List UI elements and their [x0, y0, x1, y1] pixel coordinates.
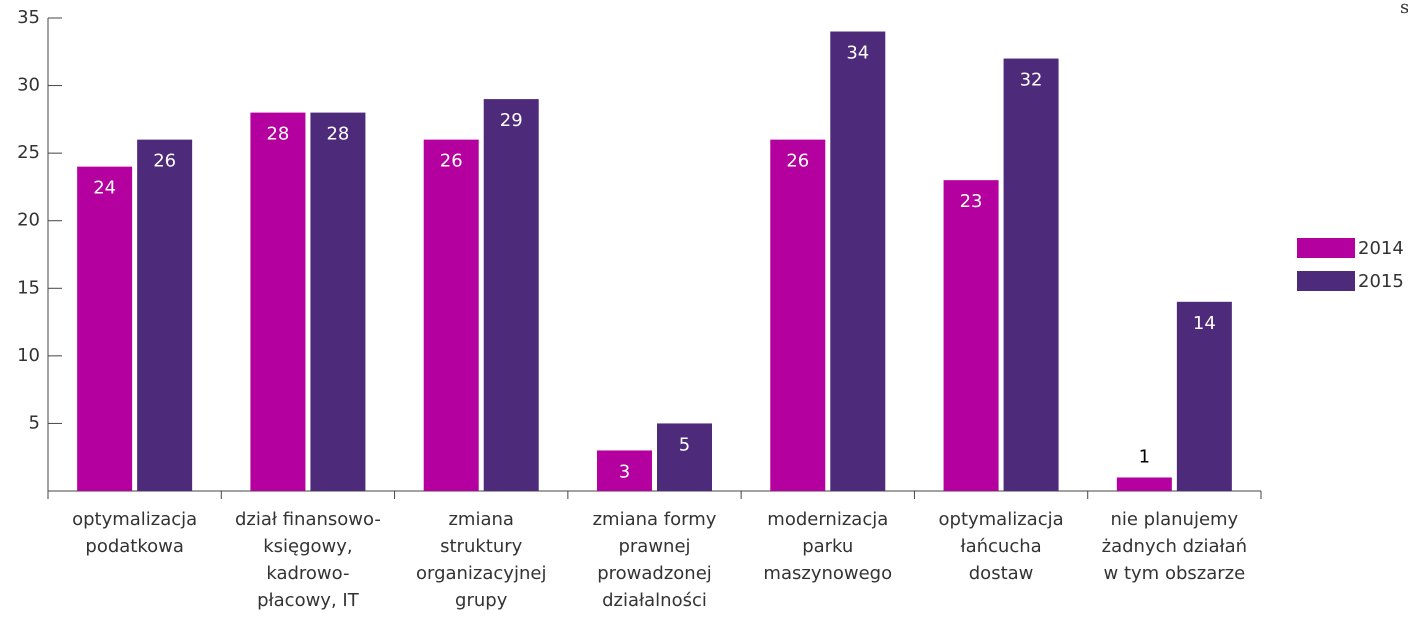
bar [1176, 301, 1232, 491]
bar [137, 139, 193, 491]
x-tick-label: podatkowa [85, 536, 184, 557]
x-tick-label: księgowy, [263, 536, 352, 557]
legend-label: 2015 [1358, 271, 1404, 292]
bar [657, 423, 712, 491]
x-tick-label: zmiana formy [593, 509, 717, 530]
legend-label: 2014 [1358, 238, 1404, 259]
x-tick-label: kadrowo- [266, 563, 349, 584]
y-tick-label: 15 [17, 277, 40, 298]
value-label: 29 [500, 110, 523, 131]
x-tick-label: żadnych działań [1102, 536, 1247, 557]
value-label: 34 [846, 43, 869, 64]
x-tick-label: optymalizacja [939, 509, 1064, 530]
bar [1003, 58, 1059, 492]
x-tick-label: płacowy, IT [257, 590, 360, 611]
value-label: 5 [679, 434, 690, 455]
value-label: 24 [93, 178, 116, 199]
y-tick-label: 35 [17, 7, 40, 28]
x-tick-label: prowadzonej [597, 563, 712, 584]
value-label: 1 [1139, 446, 1150, 467]
value-label: 23 [960, 191, 983, 212]
bar [310, 112, 366, 491]
value-label: 3 [619, 461, 630, 482]
y-tick-label: 10 [17, 345, 40, 366]
x-tick-label: nie planujemy [1110, 509, 1238, 530]
x-tick-label: zmiana [448, 509, 513, 530]
bar [423, 139, 479, 491]
bar [77, 166, 133, 491]
value-label: 28 [266, 124, 289, 145]
x-tick-label: parku [802, 536, 853, 557]
value-label: 26 [153, 151, 176, 172]
bar [830, 31, 886, 492]
value-label: 14 [1193, 313, 1216, 334]
value-label: 26 [786, 151, 809, 172]
value-label: 32 [1020, 70, 1043, 91]
x-tick-label: dostaw [969, 563, 1034, 584]
bar [597, 450, 652, 491]
bar [1116, 477, 1172, 491]
bar [250, 112, 306, 491]
x-tick-label: maszynowego [763, 563, 892, 584]
bar [943, 180, 999, 491]
y-tick-label: 20 [17, 210, 40, 231]
x-tick-label: w tym obszarze [1104, 563, 1246, 584]
y-tick-label: 25 [17, 142, 40, 163]
x-tick-label: organizacyjnej [416, 563, 546, 584]
y-tick-label: 30 [17, 75, 40, 96]
x-tick-label: struktury [440, 536, 523, 557]
legend-swatch [1297, 238, 1355, 258]
value-label: 26 [440, 151, 463, 172]
corner-text: s [1400, 0, 1408, 18]
y-tick-label: 5 [29, 412, 40, 433]
x-tick-label: prawnej [618, 536, 690, 557]
x-tick-label: dział finansowo- [235, 509, 381, 530]
x-tick-label: modernizacja [767, 509, 888, 530]
value-label: 28 [326, 124, 349, 145]
x-tick-label: optymalizacja [72, 509, 197, 530]
bar [483, 99, 539, 491]
x-tick-label: łańcucha [960, 536, 1041, 557]
x-tick-label: działalności [602, 590, 707, 611]
legend-swatch [1297, 271, 1355, 291]
x-tick-label: grupy [455, 590, 508, 611]
bar [770, 139, 826, 491]
